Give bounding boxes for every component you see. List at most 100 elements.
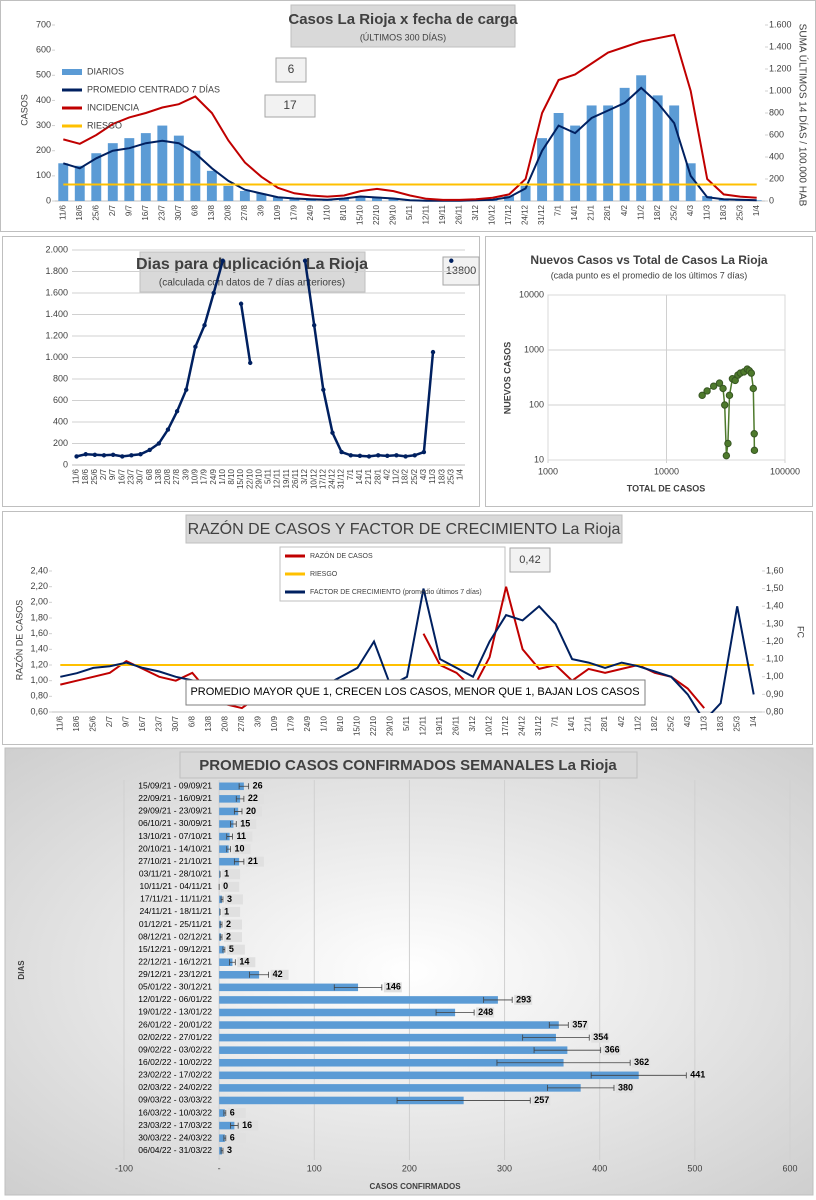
x-tick-label: 11/2 bbox=[633, 715, 642, 731]
x-tick-label: 11/3 bbox=[699, 715, 708, 731]
point bbox=[366, 454, 372, 459]
y-tick-label: 15/12/21 - 09/12/21 bbox=[138, 944, 212, 954]
y-tick-label: 26/01/22 - 20/01/22 bbox=[138, 1019, 212, 1029]
y2-tick-label: 400 bbox=[769, 151, 784, 161]
value-label: 441 bbox=[690, 1070, 705, 1080]
value-label-bg bbox=[591, 1032, 610, 1043]
value-label-bg bbox=[270, 969, 289, 980]
chart-title: Nuevos Casos vs Total de Casos La Rioja bbox=[530, 253, 768, 267]
bar bbox=[190, 150, 201, 201]
point bbox=[238, 301, 244, 306]
bar bbox=[219, 832, 230, 841]
bar bbox=[219, 983, 359, 992]
point bbox=[721, 401, 729, 409]
y-tick-label: 05/01/22 - 30/12/21 bbox=[138, 982, 212, 992]
bar bbox=[219, 1058, 564, 1067]
x-tick-label: 22/10 bbox=[369, 715, 378, 736]
legend-label: RIESGO bbox=[310, 571, 338, 578]
point bbox=[715, 379, 724, 387]
y-tick-label: 09/03/22 - 03/03/22 bbox=[138, 1095, 212, 1105]
y2-axis-label: FC bbox=[796, 626, 806, 638]
error-bar bbox=[483, 996, 513, 1003]
x-tick-label: 16/7 bbox=[138, 715, 147, 731]
bar bbox=[289, 198, 300, 201]
x-tick-label: 3/12 bbox=[468, 715, 477, 731]
error-bar bbox=[220, 896, 224, 903]
value-label-bg bbox=[383, 982, 402, 993]
error-bar bbox=[223, 1135, 227, 1142]
x-tick-label: 17/9 bbox=[290, 204, 299, 220]
line bbox=[60, 588, 755, 713]
legend-label: DIARIOS bbox=[87, 66, 124, 76]
value-label-bg bbox=[227, 1108, 246, 1119]
x-tick-label: 26/11 bbox=[291, 468, 300, 488]
bar bbox=[58, 163, 69, 201]
chart-title: PROMEDIO CASOS CONFIRMADOS SEMANALES La … bbox=[199, 757, 617, 774]
value-label: 42 bbox=[273, 969, 283, 979]
x-tick-label: 3/9 bbox=[181, 468, 190, 480]
x-tick-label: 14/1 bbox=[355, 468, 364, 484]
bar bbox=[219, 1096, 464, 1105]
x-tick-label: 15/10 bbox=[236, 468, 245, 489]
value-label: 366 bbox=[605, 1045, 620, 1055]
x-tick-label: 24/9 bbox=[306, 204, 315, 220]
x-tick-label: 100000 bbox=[770, 466, 800, 476]
y-tick-label: 22/09/21 - 16/09/21 bbox=[138, 793, 212, 803]
point bbox=[348, 453, 353, 458]
point bbox=[202, 323, 207, 328]
x-tick-label: 18/3 bbox=[437, 468, 446, 484]
y-axis-label: DIAS bbox=[17, 960, 26, 980]
value-label: 5 bbox=[229, 944, 234, 954]
x-tick-label: 1/4 bbox=[456, 468, 465, 480]
bar bbox=[553, 113, 564, 201]
value-label: 293 bbox=[516, 994, 531, 1004]
point bbox=[165, 427, 171, 432]
bar bbox=[140, 133, 151, 201]
x-tick-label: 11/2 bbox=[636, 204, 645, 220]
bar bbox=[372, 197, 382, 201]
x-tick-label: 29/10 bbox=[389, 204, 398, 225]
x-tick-label: 4/3 bbox=[686, 204, 695, 216]
point bbox=[321, 387, 326, 392]
x-tick-label: 30/7 bbox=[174, 204, 183, 220]
y-tick-label: 1.200 bbox=[45, 330, 68, 340]
chart-title: Casos La Rioja x fecha de carga bbox=[288, 11, 518, 28]
x-tick-label: 1000 bbox=[538, 466, 558, 476]
bar bbox=[652, 95, 663, 201]
legend-box bbox=[279, 546, 506, 602]
y-tick-label: 30/03/22 - 24/03/22 bbox=[138, 1132, 212, 1142]
x-tick-label: 1/4 bbox=[752, 204, 761, 216]
error-bar bbox=[230, 1122, 239, 1129]
x-tick-label: 24/12 bbox=[328, 468, 337, 489]
x-tick-label: 28/1 bbox=[603, 204, 612, 220]
value-label-bg bbox=[570, 1020, 589, 1031]
y2-tick-label: 800 bbox=[769, 107, 784, 117]
value-label: 248 bbox=[478, 1007, 493, 1017]
error-bar bbox=[590, 1072, 687, 1079]
y2-tick-label: 1,10 bbox=[766, 654, 784, 664]
plot-frame bbox=[547, 294, 786, 461]
y-tick-label: 06/04/22 - 31/03/22 bbox=[138, 1145, 212, 1155]
x-tick-label: 11/6 bbox=[55, 715, 64, 731]
point bbox=[311, 323, 317, 328]
point bbox=[129, 453, 134, 458]
x-tick-label: 10/9 bbox=[270, 715, 279, 731]
y-tick-label: 1,40 bbox=[30, 644, 48, 654]
x-tick-label: 18/2 bbox=[650, 715, 659, 731]
x-tick-label: 18/3 bbox=[719, 204, 728, 220]
y-tick-label: 1.800 bbox=[45, 266, 68, 276]
y2-tick-label: 1,20 bbox=[766, 636, 784, 646]
value-label-bg bbox=[224, 894, 243, 905]
bar bbox=[219, 1134, 225, 1142]
value-label-bg bbox=[514, 994, 533, 1005]
point bbox=[449, 258, 454, 263]
legend-label: RIESGO bbox=[87, 120, 122, 130]
x-tick-label: 31/12 bbox=[537, 204, 546, 225]
x-tick-label: 29/10 bbox=[386, 715, 395, 736]
x-tick-label: 1/10 bbox=[320, 715, 329, 731]
x-tick-label: 10/12 bbox=[309, 468, 318, 489]
y-tick-label: 02/02/22 - 27/01/22 bbox=[138, 1032, 212, 1042]
x-tick-label: 27/8 bbox=[240, 204, 249, 220]
x-tick-label: 4/3 bbox=[419, 468, 428, 480]
